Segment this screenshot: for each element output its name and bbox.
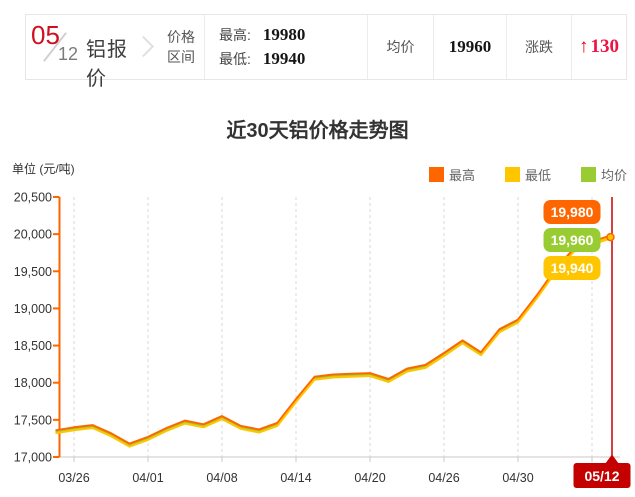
y-axis-label: 18,000 bbox=[14, 376, 52, 390]
legend-item-high[interactable]: 最高 bbox=[428, 165, 475, 184]
quote-date-block: 05 12 铝报价 bbox=[26, 15, 138, 90]
x-axis-label: 04/08 bbox=[206, 471, 237, 485]
up-arrow-icon: ↑ bbox=[579, 36, 589, 57]
series-end-dot bbox=[606, 232, 615, 242]
series-line-均价 bbox=[55, 236, 611, 447]
x-axis-label: 03/26 bbox=[58, 471, 89, 485]
legend-label-avg: 均价 bbox=[600, 168, 627, 183]
axis-unit-label: 单位 (元/吨) bbox=[12, 162, 75, 176]
end-value-badge bbox=[543, 228, 601, 252]
legend-swatch-low bbox=[504, 167, 520, 182]
current-date-badge bbox=[573, 463, 631, 488]
y-axis-label: 20,500 bbox=[14, 191, 52, 205]
y-axis-label: 19,000 bbox=[14, 302, 52, 316]
y-axis-label: 17,000 bbox=[14, 451, 52, 465]
x-axis-label: 04/20 bbox=[354, 471, 385, 485]
average-price-value: 19960 bbox=[433, 15, 506, 79]
x-axis-label: 04/30 bbox=[502, 471, 533, 485]
legend-item-avg[interactable]: 均价 bbox=[580, 165, 627, 184]
change-value: 130 bbox=[590, 36, 620, 57]
end-value-badge-text: 19,980 bbox=[551, 204, 594, 220]
end-value-badge bbox=[543, 200, 601, 224]
series-line-最低 bbox=[55, 237, 611, 448]
end-value-badge-text: 19,960 bbox=[551, 232, 594, 248]
product-name: 铝报价 bbox=[86, 39, 128, 90]
high-low-cell: 最高: 19980 最低: 19940 bbox=[204, 15, 367, 79]
low-value: 19940 bbox=[262, 49, 306, 68]
legend-label-high: 最高 bbox=[448, 168, 475, 183]
change-label: 涨跌 bbox=[506, 15, 571, 79]
low-row: 最低: 19940 bbox=[205, 47, 305, 71]
high-row: 最高: 19980 bbox=[205, 23, 305, 47]
end-value-badge-text: 19,940 bbox=[551, 260, 594, 276]
high-value: 19980 bbox=[262, 25, 306, 44]
x-axis-label: 04/26 bbox=[428, 471, 459, 485]
series-line-最高 bbox=[55, 234, 611, 445]
current-date-badge-pointer bbox=[605, 454, 619, 464]
y-axis-label: 20,000 bbox=[14, 228, 52, 242]
legend-label-low: 最低 bbox=[524, 168, 551, 183]
y-axis-label: 17,500 bbox=[14, 413, 52, 427]
high-label: 最高: bbox=[219, 27, 251, 43]
quote-bar: 05 12 铝报价 价格 区间 最高: 19980 最低: 19940 均价 1… bbox=[25, 14, 627, 90]
x-axis-label: 04/01 bbox=[132, 471, 163, 485]
price-chart-svg: 20,500 20,000 19,500 19,000 18,500 18,000 17,5… bbox=[14, 191, 631, 488]
y-axis-label: 18,500 bbox=[14, 339, 52, 353]
legend-swatch-high bbox=[428, 167, 444, 182]
chart-title: 近30天铝价格走势图 bbox=[226, 120, 409, 142]
price-range-line2: 区间 bbox=[167, 49, 195, 65]
chart-legend: 最高 最低 均价 bbox=[428, 165, 627, 184]
end-value-badge bbox=[543, 256, 601, 280]
quote-date-day: 12 bbox=[58, 44, 79, 64]
average-price-label: 均价 bbox=[367, 15, 433, 79]
current-date-badge-text: 05/12 bbox=[584, 468, 619, 484]
y-axis-label: 19,500 bbox=[14, 265, 52, 279]
change-cell: ↑ 130 bbox=[571, 15, 626, 79]
low-label: 最低: bbox=[219, 51, 251, 67]
price-range-label: 价格 区间 bbox=[158, 15, 204, 79]
legend-item-low[interactable]: 最低 bbox=[504, 165, 551, 184]
chevron-right-icon bbox=[132, 15, 158, 79]
legend-swatch-avg bbox=[580, 167, 596, 182]
x-axis-label: 04/14 bbox=[280, 471, 311, 485]
price-range-line1: 价格 bbox=[167, 29, 195, 45]
